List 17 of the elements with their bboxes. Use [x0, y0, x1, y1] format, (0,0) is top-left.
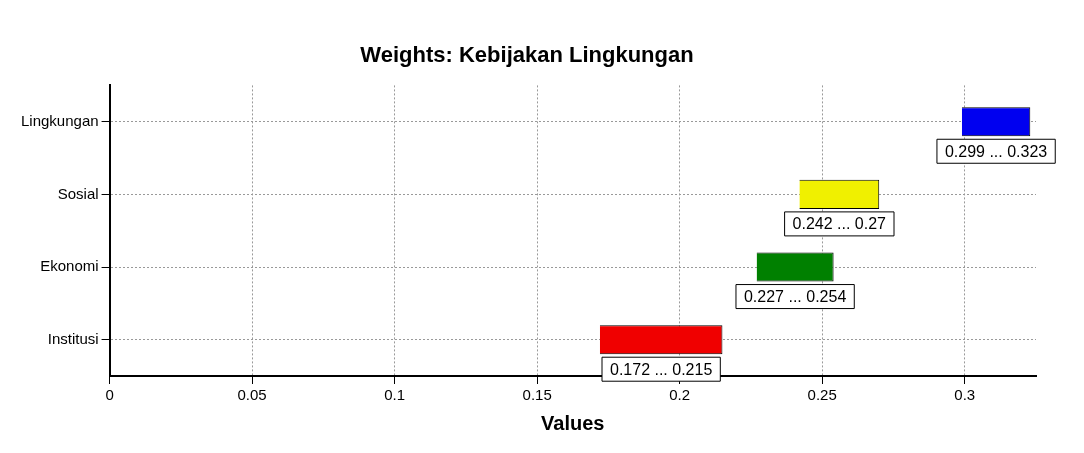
x-tick-label: 0.25	[807, 386, 837, 404]
x-axis-title: Values	[541, 411, 605, 434]
x-tick-label: 0	[105, 386, 114, 404]
y-tick-label: Ekonomi	[40, 257, 99, 275]
x-tick-label: 0.2	[669, 386, 691, 404]
x-tick-label: 0.15	[522, 386, 552, 404]
annotation: 0.242 ... 0.27	[792, 215, 887, 233]
x-tick-label: 0.05	[237, 386, 267, 404]
y-tick-label: Lingkungan	[20, 111, 99, 129]
annotation: 0.227 ... 0.254	[743, 287, 847, 305]
x-tick-label: 0.3	[954, 386, 976, 404]
y-tick-label: Institusi	[47, 329, 99, 347]
annotation: 0.299 ... 0.323	[944, 142, 1048, 160]
annotation: 0.172 ... 0.215	[610, 360, 713, 378]
y-tick-label: Sosial	[57, 184, 99, 202]
x-tick-label: 0.1	[384, 386, 406, 404]
chart-title: Weights: Kebijakan Lingkungan	[360, 42, 694, 68]
